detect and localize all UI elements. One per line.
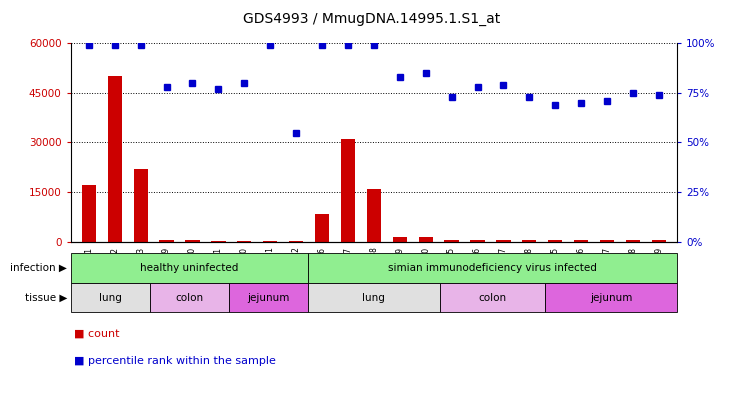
Text: lung: lung [362,293,385,303]
Bar [71,283,150,312]
Bar [545,283,677,312]
Text: colon: colon [478,293,507,303]
Bar [440,283,545,312]
Text: tissue ▶: tissue ▶ [25,293,67,303]
Bar [652,241,666,242]
Bar [229,283,308,312]
Bar [211,241,225,242]
Bar [185,241,199,242]
Bar [419,237,433,242]
Bar [237,241,251,242]
Text: colon: colon [176,293,203,303]
Bar [548,241,562,242]
Text: simian immunodeficiency virus infected: simian immunodeficiency virus infected [388,263,597,273]
Text: ■ percentile rank within the sample: ■ percentile rank within the sample [74,356,276,365]
Bar [308,283,440,312]
Bar [393,237,407,242]
Bar [341,139,355,242]
Bar [289,241,304,242]
Text: infection ▶: infection ▶ [10,263,67,273]
Bar [150,283,229,312]
Bar [626,241,640,242]
Text: lung: lung [99,293,122,303]
Bar [159,241,173,242]
Bar [367,189,381,242]
Bar [82,185,96,242]
Bar [574,241,589,242]
Bar [600,241,615,242]
Bar [263,241,278,242]
Bar [133,169,148,242]
Bar [108,76,122,242]
Bar [470,240,484,242]
Bar [522,241,536,242]
Bar [71,253,308,283]
Bar [315,213,329,242]
Bar [496,241,510,242]
Text: healthy uninfected: healthy uninfected [140,263,239,273]
Text: GDS4993 / MmugDNA.14995.1.S1_at: GDS4993 / MmugDNA.14995.1.S1_at [243,12,501,26]
Text: jejunum: jejunum [247,293,289,303]
Bar [444,240,459,242]
Text: ■ count: ■ count [74,328,120,338]
Text: jejunum: jejunum [590,293,632,303]
Bar [308,253,677,283]
